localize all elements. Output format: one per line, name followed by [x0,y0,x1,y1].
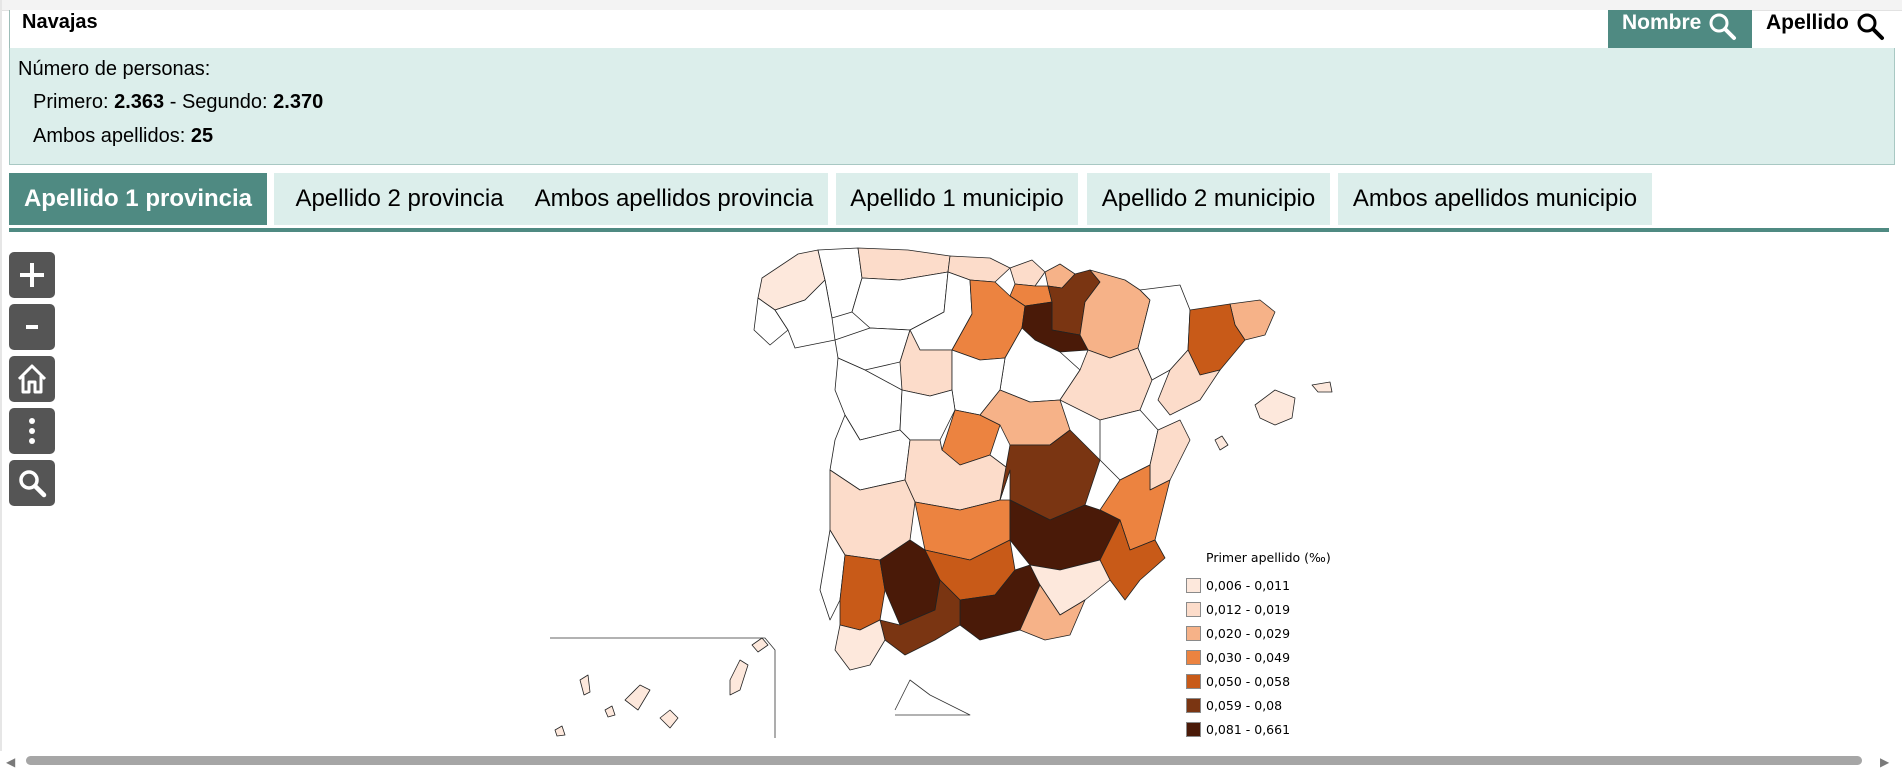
legend-label: 0,012 - 0,019 [1206,601,1291,617]
person-count-panel: Número de personas: Primero: 2.363 - Seg… [9,48,1895,165]
ambos-label: Ambos apellidos: [33,125,191,147]
legend-item: 0,081 - 0,661 [1186,717,1331,741]
more-vertical-icon [29,418,35,444]
search-icon [1709,13,1737,40]
province-ourense [774,279,836,349]
search-value: Navajas [22,11,98,33]
province-tarragona [1157,349,1221,416]
map-tabs: Apellido 1 provincia Apellido 2 provinci… [9,173,1889,232]
legend-item: 0,006 - 0,011 [1186,573,1331,597]
north-africa-coast [894,679,971,716]
primero-label: Primero: [33,91,115,113]
count-title: Número de personas: [18,58,211,80]
legend-label: 0,030 - 0,049 [1206,649,1291,665]
province-huelva [819,529,846,621]
province-tenerife [624,684,651,711]
search-by-surname-button[interactable]: Apellido [1752,10,1892,48]
tab-apellido2-municipio[interactable]: Apellido 2 municipio [1087,173,1330,225]
zoom-out-button[interactable] [9,304,55,350]
segundo-value: 2.370 [273,91,324,113]
canarias-inset-frame [550,637,776,738]
province-gomera [604,705,616,718]
ambos-value: 25 [190,125,214,147]
legend-label: 0,050 - 0,058 [1206,673,1291,689]
legend-swatch [1186,625,1201,641]
legend-label: 0,020 - 0,029 [1206,625,1291,641]
search-icon [1857,13,1884,40]
tab-ambos-provincia[interactable]: Ambos apellidos provincia [520,173,828,225]
legend-item: 0,050 - 0,058 [1186,669,1331,693]
province-baleares-ibiza [1214,435,1229,451]
legend-label: 0,059 - 0,08 [1206,697,1283,713]
plus-icon [20,263,44,287]
province-almeria [1019,584,1086,641]
province-vizcaya [1009,259,1046,287]
province-baleares-menorca [1311,381,1333,393]
province-gran-canaria [659,709,679,729]
primero-value: 2.363 [114,91,165,113]
legend-swatch [1186,673,1201,689]
nombre-label: Nombre [1622,11,1702,34]
legend-title: Primer apellido (‰) [1206,550,1331,565]
home-view-button[interactable] [9,356,55,402]
scroll-left-icon[interactable]: ◀ [6,755,16,769]
scrollbar-thumb[interactable] [26,756,1862,765]
province-lanzarote [751,637,769,653]
window-left-edge [0,0,2,769]
legend-label: 0,081 - 0,661 [1206,721,1291,737]
legend-item: 0,059 - 0,08 [1186,693,1331,717]
surname-search-input[interactable]: Navajas [9,10,1610,49]
scroll-right-icon[interactable]: ▶ [1880,755,1890,769]
province-sevilla [839,554,886,631]
legend-swatch [1186,577,1201,593]
more-options-button[interactable] [9,408,55,454]
spain-province-map[interactable] [540,240,1370,740]
horizontal-scrollbar[interactable]: ◀ ▶ [0,751,1902,769]
apellido-label: Apellido [1766,11,1849,34]
province-zaragoza [1059,347,1153,421]
legend-item: 0,012 - 0,019 [1186,597,1331,621]
search-icon [19,470,47,498]
both-counts: Ambos apellidos: 25 [33,125,213,148]
map-legend: Primer apellido (‰) 0,006 - 0,011 0,012 -… [1186,550,1331,741]
map-search-button[interactable] [9,460,55,506]
legend-swatch [1186,721,1201,737]
first-second-counts: Primero: 2.363 - Segundo: 2.370 [33,91,323,114]
tab-apellido2-provincia[interactable]: Apellido 2 provincia [274,173,525,225]
zoom-in-button[interactable] [9,252,55,298]
province-baleares-mallorca [1254,389,1296,426]
tab-apellido1-provincia[interactable]: Apellido 1 provincia [9,173,267,225]
legend-swatch [1186,649,1201,665]
map-svg [550,247,1333,738]
search-by-name-button[interactable]: Nombre [1608,10,1752,48]
legend-swatch [1186,601,1201,617]
legend-item: 0,030 - 0,049 [1186,645,1331,669]
tab-apellido1-municipio[interactable]: Apellido 1 municipio [836,173,1078,225]
province-malaga [879,579,961,656]
home-icon [17,364,47,394]
province-avila [899,389,956,441]
minus-icon [26,325,38,329]
province-pontevedra [753,297,789,346]
legend-swatch [1186,697,1201,713]
segundo-label: - Segundo: [164,91,274,113]
province-fuerteventura [729,659,749,696]
province-hierro [554,725,566,737]
map-toolbar [9,252,56,512]
legend-item: 0,020 - 0,029 [1186,621,1331,645]
province-cadiz [834,619,886,671]
province-la-palma [579,674,591,696]
tab-ambos-municipio[interactable]: Ambos apellidos municipio [1338,173,1652,225]
legend-label: 0,006 - 0,011 [1206,577,1291,593]
